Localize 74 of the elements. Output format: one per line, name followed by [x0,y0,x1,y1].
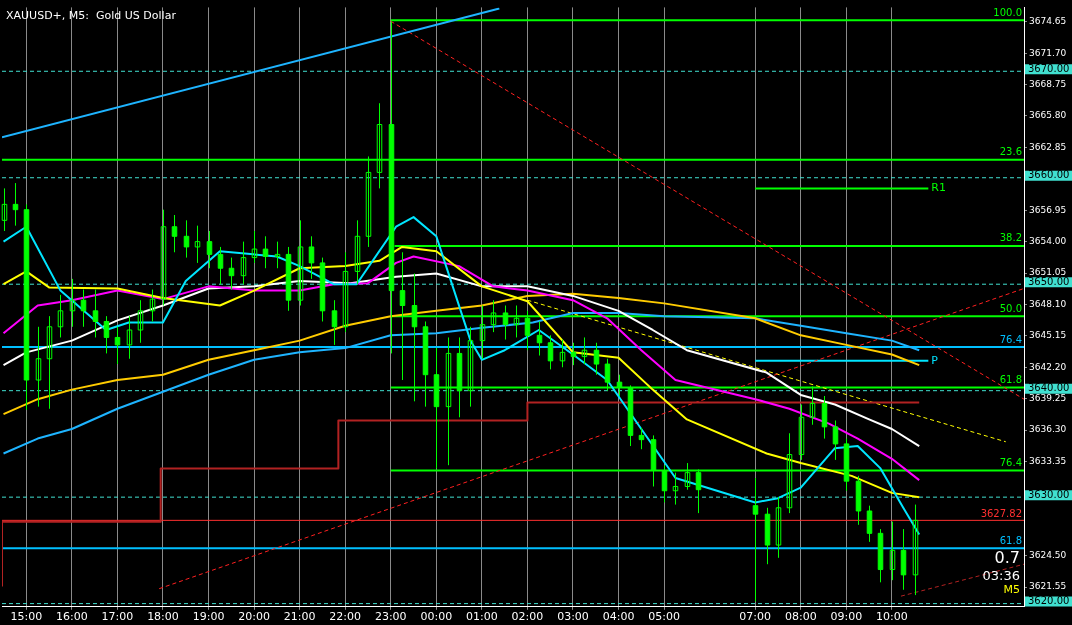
annotation: 61.8 [999,534,1022,546]
candlestick [274,241,281,269]
candlestick [69,278,76,328]
x-tick-label: 19:00 [192,610,225,624]
annotation: 38.2 [999,232,1022,244]
annotation: 76.4 [999,457,1022,469]
annotation: 23.6 [999,146,1022,158]
x-tick-label: 16:00 [56,610,88,624]
x-tick-label: 04:00 [602,610,635,624]
x-tick-label: 09:00 [830,610,863,624]
candlestick [354,219,361,285]
x-tick-label: 01:00 [466,610,498,624]
ref-line-label: 3670.00 [1028,62,1070,74]
annotation: 0.7 [994,547,1020,567]
x-tick-label: 18:00 [147,610,179,624]
y-tick-label: 3621.55 [1029,581,1067,592]
y-tick-label: 3651.05 [1029,267,1067,278]
chart-title: XAUUSD+, M5: Gold US Dollar [6,8,177,22]
ref-line-label: 3650.00 [1028,275,1070,287]
candlestick [342,251,349,333]
y-tick-label: 3648.10 [1029,298,1067,309]
candlestick [240,241,247,285]
candlestick [46,315,53,410]
y-tick-label: 3642.20 [1029,361,1067,372]
series-label: R1 [931,181,946,195]
series-label: P [931,353,939,367]
x-tick-label: 03:00 [557,610,589,624]
y-tick-label: 3636.30 [1029,424,1067,435]
y-tick-label: 3633.35 [1029,455,1067,466]
x-tick-label: 10:00 [876,610,908,624]
x-tick-label: 05:00 [648,610,680,624]
x-tick-label: 15:00 [10,610,43,624]
x-tick-label: 22:00 [329,610,362,624]
x-tick-label: 08:00 [784,610,817,624]
candlestick [126,315,133,360]
x-tick-label: 07:00 [739,610,772,624]
candlestick [194,225,201,264]
ref-line-label: 3627.82 [980,507,1022,519]
y-tick-label: 3654.00 [1029,235,1067,246]
y-tick-label: 3665.80 [1029,110,1067,121]
x-tick-label: 21:00 [283,610,316,624]
candlestick [160,209,167,306]
candlestick [57,294,64,338]
x-tick-label: 20:00 [238,610,270,624]
candlestick [149,289,156,322]
y-tick-label: 3624.50 [1029,550,1067,561]
y-tick-label: 3668.75 [1029,78,1067,89]
candlestick [251,230,258,264]
annotation: 03:36 [982,567,1020,583]
x-tick-label: 23:00 [374,610,407,624]
candlestick [1,187,8,232]
x-tick-label: 02:00 [511,610,544,624]
candlestick [35,326,42,408]
y-tick-label: 3674.65 [1029,16,1067,27]
annotation: 61.8 [999,374,1022,386]
y-tick-label: 3645.15 [1029,330,1067,341]
y-tick-label: 3639.25 [1029,393,1067,403]
annotation: 76.4 [999,333,1022,345]
ref-line-label: 3620.00 [1028,595,1070,607]
y-tick-label: 3671.70 [1029,47,1067,58]
candlestick [297,219,304,306]
candlestick [137,299,144,344]
candlestick [581,336,588,365]
candlestick [559,339,566,368]
y-tick-label: 3656.95 [1029,204,1067,215]
ref-line-label: 3640.00 [1028,382,1070,394]
ref-line-label: 3630.00 [1028,488,1070,500]
annotation: M5 [1003,583,1020,597]
annotation: 50.0 [999,302,1022,314]
x-tick-label: 17:00 [101,610,134,624]
y-tick-label: 3662.85 [1029,141,1067,152]
annotation: 100.0 [993,6,1022,18]
ref-line-label: 3660.00 [1028,169,1070,181]
x-tick-label: 00:00 [420,610,453,624]
